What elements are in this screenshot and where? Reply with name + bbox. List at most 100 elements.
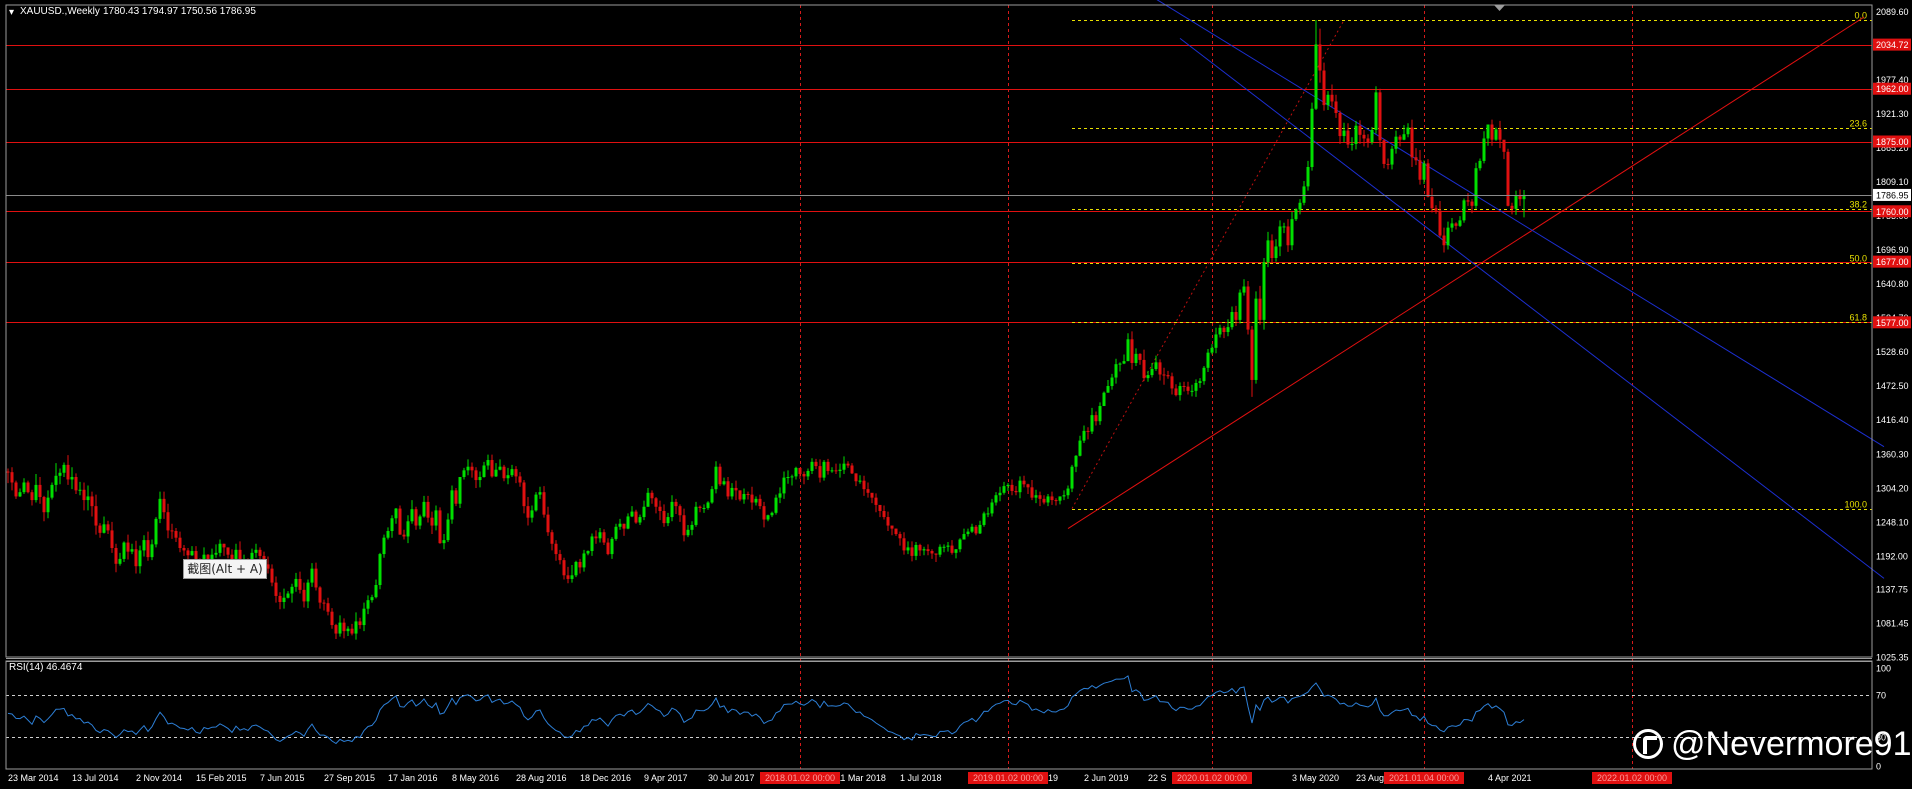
period-separator-label: 2018.01.02 00:00 (765, 773, 835, 783)
candle-body (802, 473, 806, 477)
y-tick-label: 1304.20 (1876, 483, 1909, 493)
candle-body (1238, 292, 1242, 320)
candle-body (1122, 361, 1126, 364)
candle-body (574, 561, 578, 576)
candle-body (762, 506, 766, 520)
candle-body (934, 553, 938, 555)
candle-body (1350, 143, 1354, 145)
period-separator-tag (968, 772, 1048, 784)
trendline-channel-upper[interactable] (1136, 0, 1885, 448)
candle-body (694, 506, 698, 525)
candle-body (642, 506, 646, 518)
price-level-label: 1760.00 (1876, 207, 1909, 217)
ohlc-readout: 1780.43 1794.97 1750.56 1786.95 (103, 6, 256, 17)
candle-body (582, 553, 586, 568)
candle-body (1086, 430, 1090, 432)
candle-body (770, 512, 774, 516)
candle-body (282, 597, 286, 603)
candle-body (362, 608, 366, 626)
candle-body (678, 506, 682, 516)
candle-body (142, 540, 146, 551)
candle-body (766, 515, 770, 520)
candle-body (1522, 194, 1526, 200)
candle-body (1030, 487, 1034, 498)
candle-body (70, 477, 74, 480)
candle-body (1358, 125, 1362, 135)
candle-body (1166, 375, 1170, 377)
candle-body (346, 628, 350, 632)
candle-body (374, 585, 378, 598)
candle-body (738, 490, 742, 500)
x-tick-label: 7 Jun 2015 (260, 773, 305, 783)
fib-level-label: 61.8 (1849, 313, 1867, 323)
candle-body (1442, 235, 1446, 246)
candle-body (670, 501, 674, 518)
candle-body (566, 575, 570, 579)
candle-body (554, 543, 558, 555)
candle-body (318, 587, 322, 603)
candle-body (338, 622, 342, 634)
candle-body (1130, 339, 1134, 363)
candle-body (982, 513, 986, 525)
candle-body (78, 489, 82, 491)
candle-body (810, 461, 814, 471)
candle-body (378, 554, 382, 586)
candle-body (474, 470, 478, 481)
candle-body (1298, 202, 1302, 210)
x-tick-label: 13 Jul 2014 (72, 773, 119, 783)
header-arrow-icon[interactable]: ▾ (9, 7, 14, 18)
y-tick-label: 1528.60 (1876, 347, 1909, 357)
candle-body (306, 582, 310, 602)
candle-body (1042, 498, 1046, 503)
candle-body (498, 466, 502, 470)
candle-body (1426, 163, 1430, 197)
candle-body (958, 539, 962, 550)
candle-body (826, 461, 830, 471)
candle-body (882, 510, 886, 518)
candle-body (902, 538, 906, 551)
candle-body (1262, 262, 1266, 320)
candle-body (1150, 369, 1154, 376)
candle-body (1098, 406, 1102, 422)
candle-body (322, 602, 326, 604)
y-tick-label: 1360.30 (1876, 449, 1909, 459)
candle-body (430, 517, 434, 526)
candle-body (538, 492, 542, 495)
price-level-tag (1873, 38, 1911, 51)
candle-body (1446, 227, 1450, 246)
candle-body (534, 494, 538, 511)
trendline-channel-lower[interactable] (1179, 37, 1885, 579)
candle-body (1046, 496, 1050, 503)
candle-body (1302, 186, 1306, 203)
candle-body (1242, 286, 1246, 293)
candle-body (514, 469, 518, 477)
candle-body (1082, 430, 1086, 441)
candle-body (1330, 94, 1334, 102)
candle-body (986, 513, 990, 515)
candle-body (702, 507, 706, 509)
period-separator-label: 2019.01.02 00:00 (973, 773, 1043, 783)
candle-body (270, 568, 274, 583)
candle-body (1138, 353, 1142, 360)
candle-body (950, 545, 954, 553)
candle-body (98, 525, 102, 533)
candle-body (518, 476, 522, 483)
candle-body (1090, 415, 1094, 432)
trendline-fib-diagonal[interactable] (1071, 19, 1345, 509)
candle-body (1254, 298, 1258, 380)
y-tick-label: 1025.35 (1876, 653, 1909, 663)
candle-body (1418, 160, 1422, 180)
candle-body (646, 492, 650, 507)
candle-body (922, 549, 926, 551)
candle-body (506, 475, 510, 479)
candle-body (614, 526, 618, 539)
candle-body (726, 481, 730, 497)
trendline-support[interactable] (1067, 16, 1865, 530)
price-level-label: 1875.00 (1876, 137, 1909, 147)
candle-body (222, 543, 226, 548)
candle-body (418, 516, 422, 526)
candle-body (114, 548, 118, 564)
candle-body (954, 549, 958, 553)
candle-body (894, 528, 898, 535)
